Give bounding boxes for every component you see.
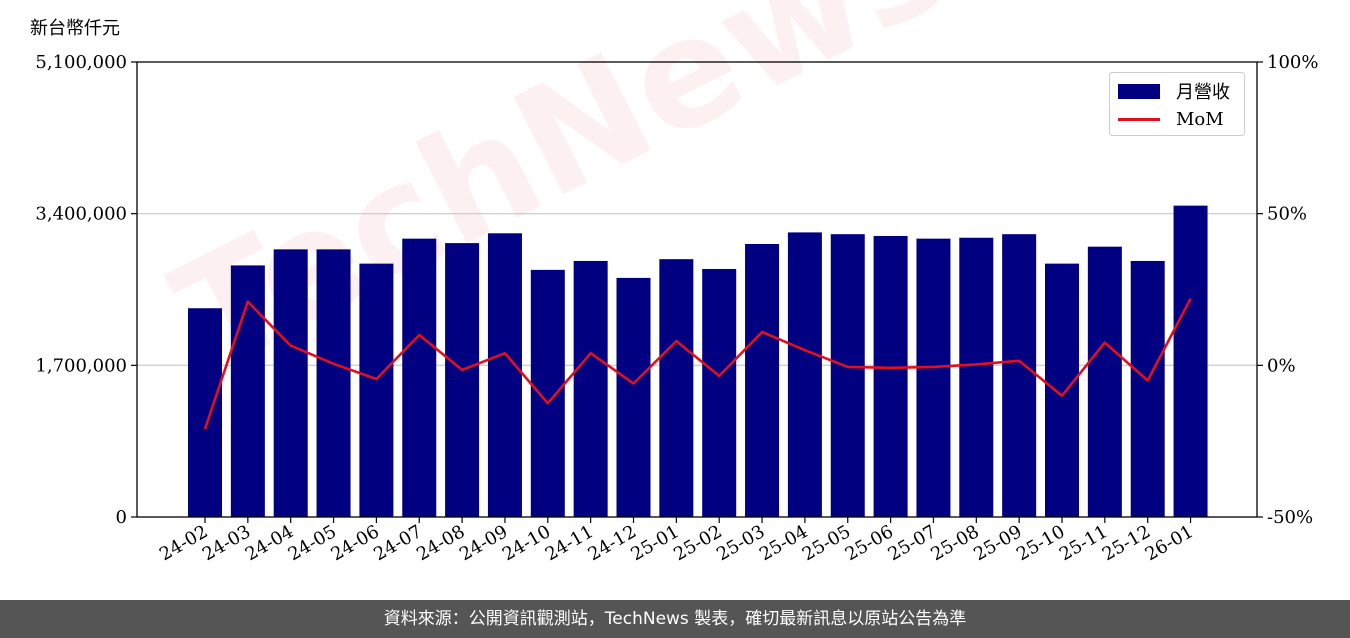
x-tick-label-25-01: 25-01 (627, 521, 682, 565)
x-tick-label-24-03: 24-03 (199, 521, 254, 565)
bar-25-07 (916, 238, 951, 517)
legend-item-mom: MoM (1118, 107, 1224, 131)
line-layer (203, 297, 1192, 430)
bar-25-01 (659, 259, 694, 517)
x-tick-label-24-09: 24-09 (456, 521, 511, 565)
bar-25-06 (873, 235, 908, 517)
x-tick-label-25-09: 25-09 (970, 521, 1025, 565)
x-tick-label-24-02: 24-02 (156, 521, 211, 565)
bar-24-12 (616, 277, 651, 517)
x-tick-label-24-08: 24-08 (413, 521, 468, 565)
source-footer: 資料來源：公開資訊觀測站，TechNews 製表，確切最新訊息以原站公告為準 (0, 600, 1350, 638)
legend: 月營收 MoM (1109, 72, 1245, 136)
x-tick-label-24-04: 24-04 (242, 521, 297, 565)
y-right-tick-label: 0% (1267, 355, 1296, 376)
bar-25-03 (745, 244, 780, 517)
y-left-tick-label: 1,700,000 (35, 355, 127, 376)
x-tick-label-24-12: 24-12 (585, 521, 640, 565)
x-tick-label-24-06: 24-06 (327, 521, 382, 565)
y-right-tick-label: 100% (1267, 52, 1318, 73)
x-tick-label-25-03: 25-03 (713, 521, 768, 565)
bar-25-04 (787, 232, 822, 517)
bar-24-07 (402, 238, 437, 517)
legend-item-revenue: 月營收 (1118, 79, 1230, 103)
bar-24-03 (230, 265, 265, 517)
bar-24-08 (445, 243, 480, 517)
legend-label-mom: MoM (1176, 108, 1224, 130)
x-tick-label-25-12: 25-12 (1099, 521, 1154, 565)
y-right-tick-label: -50% (1267, 507, 1313, 528)
bar-24-04 (273, 249, 308, 517)
bar-26-01 (1173, 205, 1208, 517)
x-tick-label-26-01: 26-01 (1142, 521, 1197, 565)
bar-25-08 (959, 237, 994, 518)
bar-25-10 (1045, 263, 1079, 517)
legend-label-revenue: 月營收 (1176, 82, 1230, 103)
x-tick-label-25-06: 25-06 (842, 521, 897, 565)
x-tick-label-25-04: 25-04 (756, 521, 811, 565)
bar-24-11 (573, 260, 608, 517)
bar-layer (188, 205, 1208, 518)
bar-24-10 (530, 269, 565, 517)
x-tick-label-24-10: 24-10 (499, 521, 554, 565)
x-tick-label-24-05: 24-05 (285, 521, 340, 565)
x-tick-label-25-08: 25-08 (927, 521, 982, 565)
y-left-tick-label: 5,100,000 (35, 52, 127, 73)
y-right-tick-label: 50% (1267, 204, 1307, 225)
bar-25-12 (1130, 260, 1165, 517)
x-tick-label-24-11: 24-11 (542, 521, 597, 565)
bar-24-06 (359, 263, 394, 517)
bar-24-02 (188, 308, 222, 517)
bar-24-09 (487, 233, 522, 517)
mom-line (203, 297, 1192, 430)
y-left-tick-label: 0 (116, 507, 127, 528)
plot-frame (136, 61, 1258, 518)
bar-25-11 (1087, 246, 1122, 518)
bar-25-09 (1002, 234, 1037, 517)
y-axis-unit-label: 新台幣仟元 (30, 18, 120, 39)
x-tick-label-24-07: 24-07 (370, 521, 425, 565)
bar-24-05 (316, 249, 351, 517)
bar-25-02 (702, 268, 737, 517)
x-tick-label-25-02: 25-02 (670, 521, 725, 565)
revenue-chart: 0 1,700,000 3,400,000 5,100,000 -50% 0% 50% 100… (35, 52, 1318, 565)
bar-25-05 (830, 234, 865, 517)
legend-bar-swatch (1118, 83, 1160, 99)
legend-line-swatch (1118, 117, 1160, 121)
x-tick-label-25-10: 25-10 (1013, 521, 1068, 565)
y-left-tick-label: 3,400,000 (35, 204, 127, 225)
x-tick-label-25-11: 25-11 (1056, 521, 1111, 565)
x-tick-label-25-05: 25-05 (799, 521, 854, 565)
x-tick-label-25-07: 25-07 (885, 521, 940, 565)
